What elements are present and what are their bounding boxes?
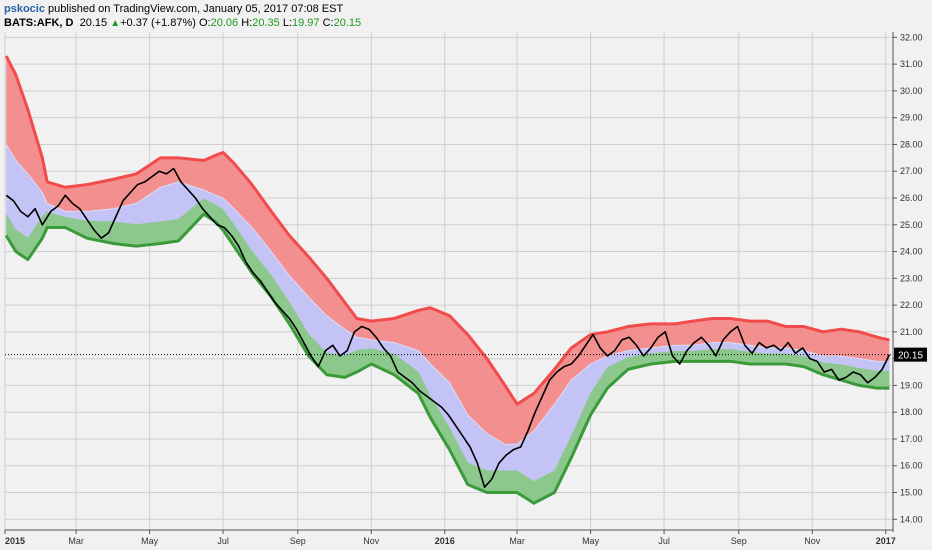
y-tick-label: 24.00 [900,247,923,257]
x-tick-label: 2017 [876,536,896,546]
y-tick-label: 14.00 [900,514,923,524]
upper-band-line [4,55,890,406]
x-tick-label: 2015 [5,536,25,546]
publish-line: pskocic published on TradingView.com, Ja… [4,2,361,16]
y-tick-label: 30.00 [900,86,923,96]
y-tick-label: 17.00 [900,434,923,444]
y-tick-label: 16.00 [900,461,923,471]
symbol-name: BATS:AFK, D [4,17,74,29]
high-label: H: [241,17,253,29]
author-name[interactable]: pskocic [4,3,45,15]
y-tick-label: 27.00 [900,166,923,176]
y-tick-label: 21.00 [900,327,923,337]
last-price: 20.15 [79,17,108,29]
x-tick-label: Jul [658,536,670,546]
last-price-badge-label: 20.15 [898,351,923,362]
close-label: C: [322,17,334,29]
y-tick-label: 18.00 [900,407,923,417]
symbol-line: BATS:AFK, D 20.15 ▲+0.37 (+1.87%) O:20.0… [4,16,361,31]
y-tick-label: 22.00 [900,300,923,310]
x-tick-label: Sep [731,536,747,546]
published-text: published on TradingView.com, January 05… [48,3,344,15]
open-label: O: [199,17,211,29]
middle-band-line [5,144,890,445]
y-tick-label: 19.00 [900,380,923,390]
up-triangle-icon: ▲ [110,18,121,29]
chart-header: pskocic published on TradingView.com, Ja… [4,2,361,31]
lower-band-line [4,212,890,505]
upper-band-fill [6,56,890,445]
y-tick-label: 32.00 [900,32,923,42]
y-tick-label: 28.00 [900,139,923,149]
low-label: L: [282,17,292,29]
x-tick-label: Mar [509,536,525,546]
high-value: 20.35 [252,17,280,29]
y-tick-label: 15.00 [900,488,923,498]
price-change: +0.37 (+1.87%) [120,17,196,29]
y-tick-label: 23.00 [900,273,923,283]
x-tick-label: Nov [804,536,821,546]
x-tick-label: Jul [217,536,229,546]
x-tick-label: May [141,536,159,546]
x-tick-label: Nov [363,536,380,546]
y-tick-label: 26.00 [900,193,923,203]
last-price-badge [894,347,927,362]
plot-area [5,32,893,530]
y-tick-label: 29.00 [900,113,923,123]
x-tick-label: 2016 [435,536,455,546]
close-value: 20.15 [333,17,362,29]
x-tick-label: Mar [68,536,84,546]
y-tick-label: 25.00 [900,220,923,230]
price-line [5,167,891,488]
x-tick-label: Sep [290,536,306,546]
y-tick-label: 31.00 [900,59,923,69]
low-value: 19.97 [292,17,320,29]
open-value: 20.06 [210,17,239,29]
x-tick-label: May [582,536,600,546]
